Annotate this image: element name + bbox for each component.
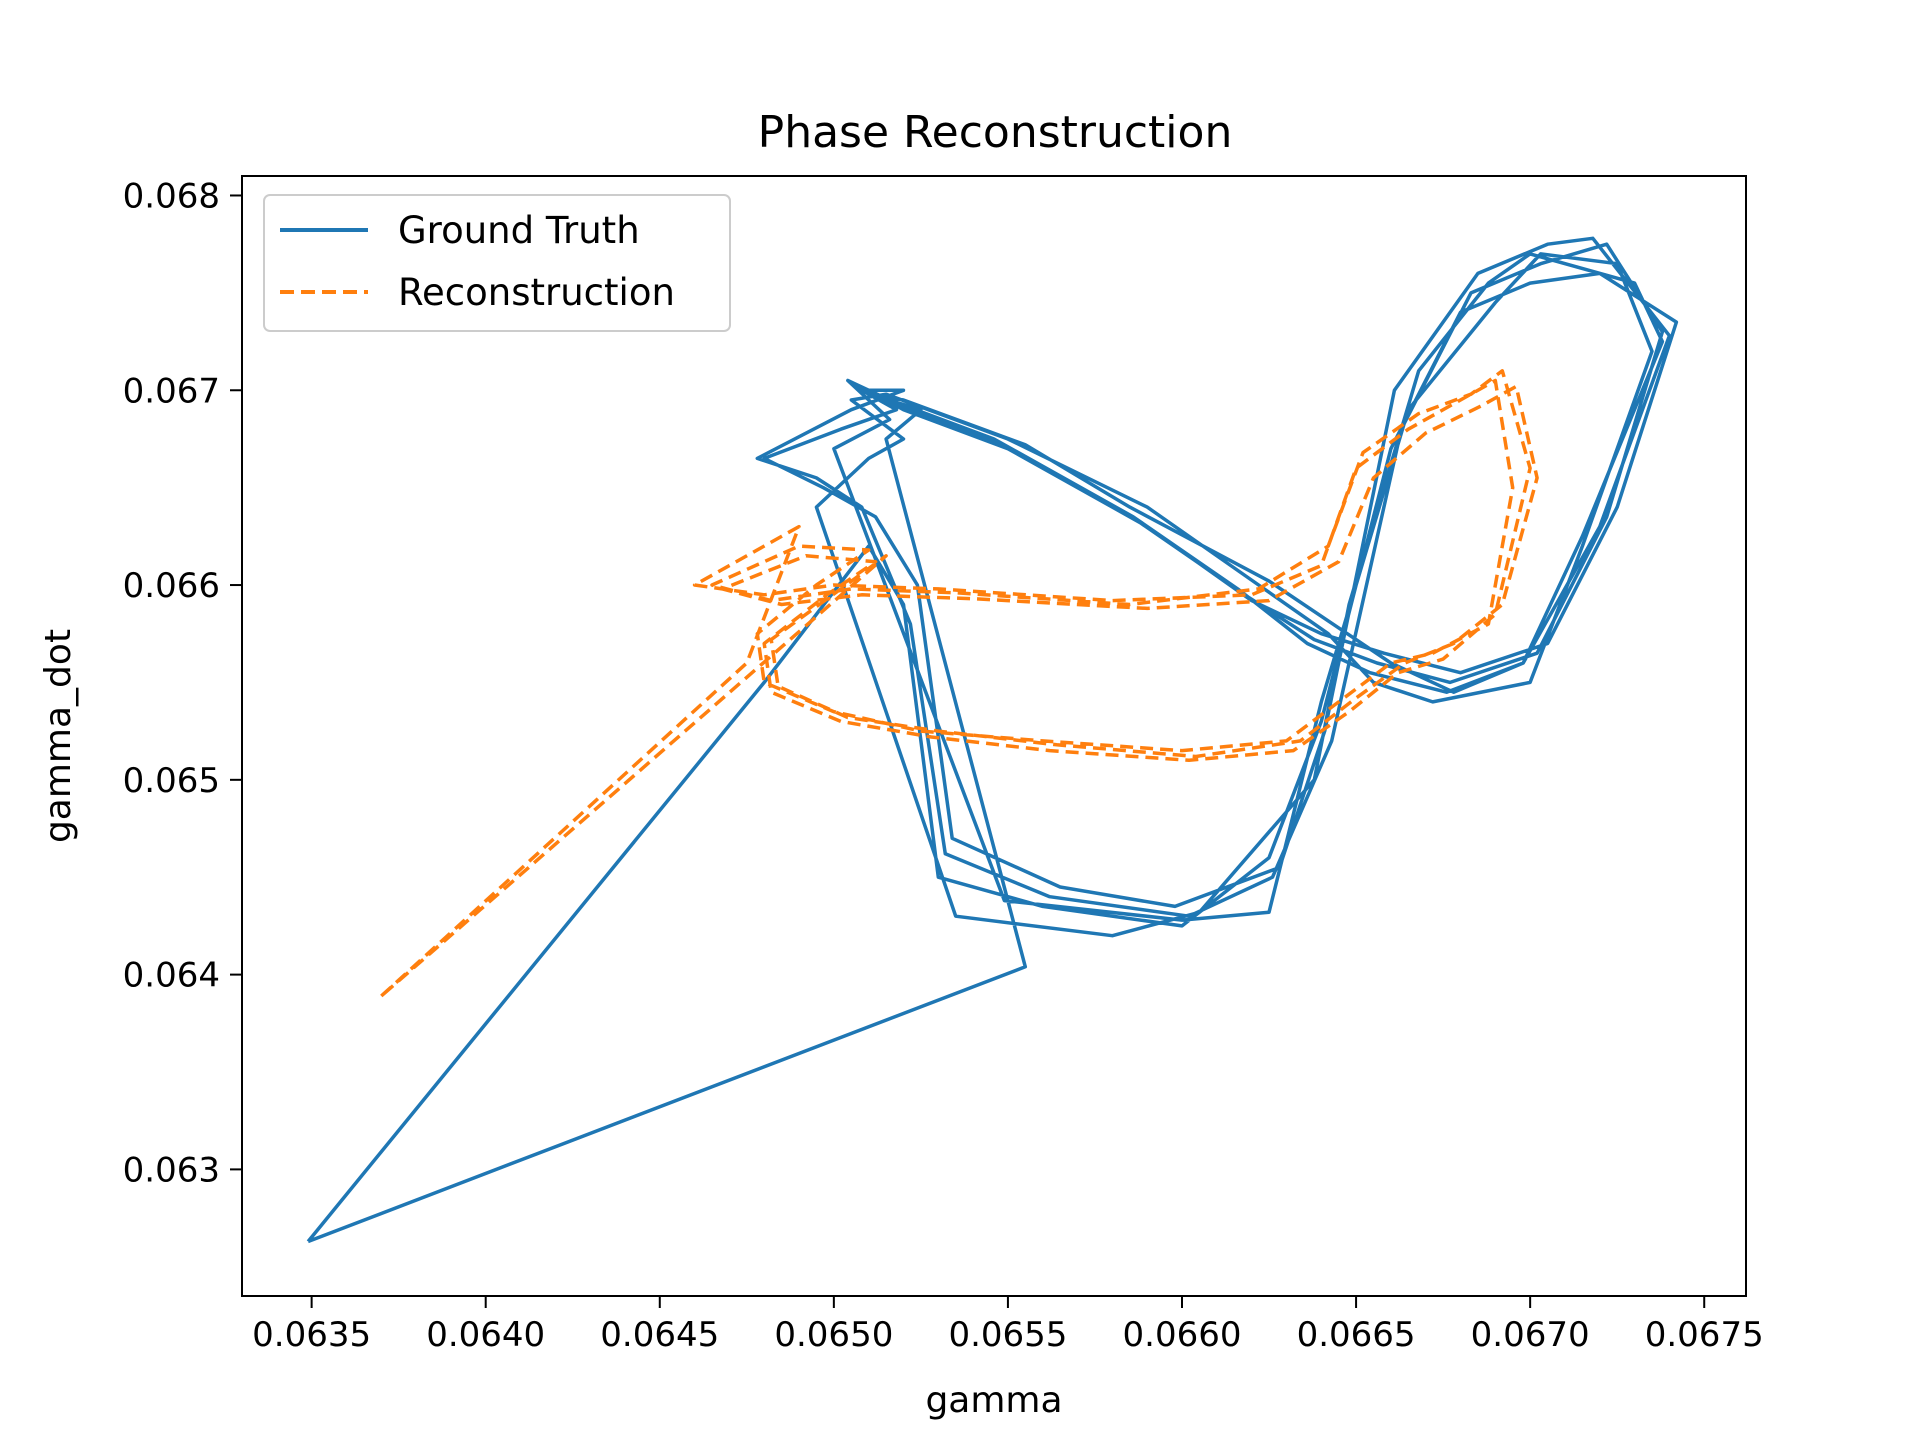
legend-box: [263, 194, 731, 332]
y-tick-label: 0.066: [123, 566, 220, 606]
x-tick-label: 0.0670: [1471, 1315, 1590, 1355]
x-tick-label: 0.0665: [1297, 1315, 1416, 1355]
y-tick-label: 0.068: [123, 176, 220, 216]
x-tick-label: 0.0635: [252, 1315, 371, 1355]
x-axis-label: gamma: [925, 1380, 1062, 1421]
x-tick-label: 0.0655: [948, 1315, 1067, 1355]
series-line-reconstruction: [380, 369, 1539, 998]
y-tick-label: 0.065: [123, 761, 220, 801]
y-tick-label: 0.064: [123, 956, 220, 996]
y-axis-ticks: 0.063 0.064 0.065 0.066 0.067 0.068: [123, 176, 242, 1190]
y-tick-label: 0.067: [123, 371, 220, 411]
legend-label-reconstruction: Reconstruction: [398, 271, 675, 314]
x-tick-label: 0.0675: [1645, 1315, 1764, 1355]
x-tick-label: 0.0645: [600, 1315, 719, 1355]
legend: Ground Truth Reconstruction: [263, 194, 731, 332]
series-line-ground-truth: [306, 236, 1679, 1244]
plot-area-frame: [241, 175, 1747, 1297]
chart-title: Phase Reconstruction: [758, 107, 1233, 158]
x-tick-label: 0.0650: [774, 1315, 893, 1355]
x-tick-label: 0.0660: [1123, 1315, 1242, 1355]
y-axis-label: gamma_dot: [38, 629, 79, 843]
legend-label-ground-truth: Ground Truth: [398, 209, 640, 252]
y-tick-label: 0.063: [123, 1150, 220, 1190]
x-axis-ticks: 0.0635 0.0640 0.0645 0.0650 0.0655 0.0660 0.06…: [252, 1296, 1764, 1355]
series-layer: [306, 236, 1679, 1244]
x-tick-label: 0.0640: [426, 1315, 545, 1355]
